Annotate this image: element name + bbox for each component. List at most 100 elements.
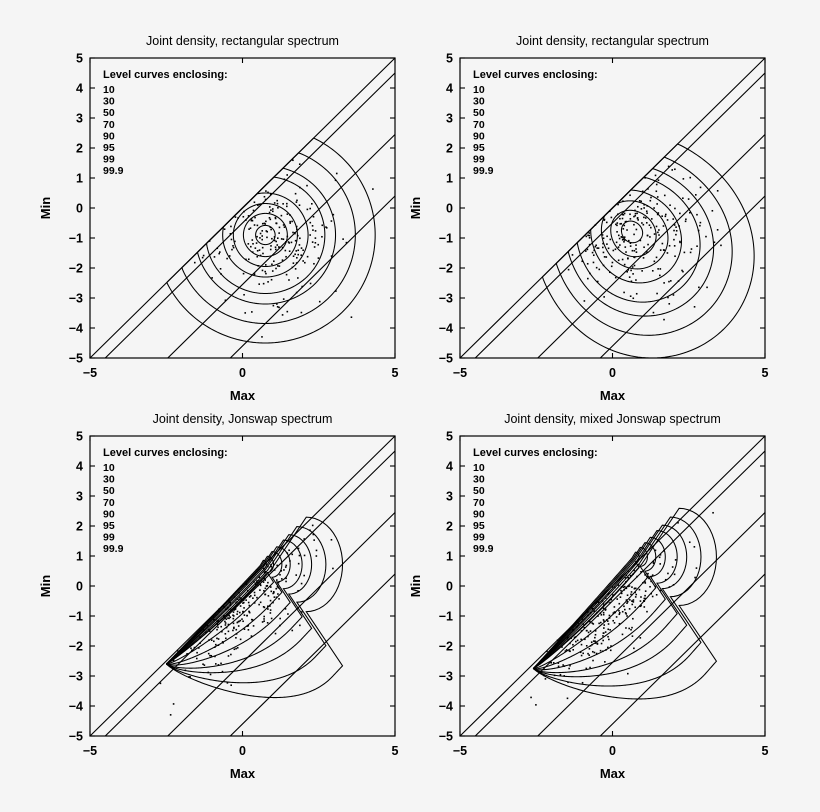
contour-level-30: [532, 546, 649, 670]
x-axis-label: Max: [600, 388, 626, 403]
y-tick-label: −5: [439, 730, 453, 744]
diagonal-reference-line-3: [536, 134, 765, 358]
legend-level-95: 95: [103, 142, 115, 154]
y-axis-label: Min: [38, 197, 53, 219]
legend-level-99: 99: [103, 154, 115, 166]
contour-level-99: [532, 516, 702, 687]
y-tick-label: 0: [76, 202, 83, 216]
y-tick-label: 5: [76, 430, 83, 444]
x-tick-label: 0: [609, 366, 616, 380]
legend-level-50: 50: [473, 485, 485, 497]
legend-level-30: 30: [473, 96, 485, 108]
plot-area-1: −5 −4 −3 −2 −1 0 1 2 3 4 5 −5 0 5 Max Min Level curves e…: [38, 52, 399, 403]
y-tick-label: −4: [439, 322, 453, 336]
diagonal-reference-line-4: [599, 573, 765, 736]
y-tick-label: −2: [69, 262, 83, 276]
legend-level-99.9: 99.9: [473, 543, 494, 555]
x-tick-label: −5: [453, 366, 467, 380]
diagonal-reference-line-3: [166, 512, 395, 736]
y-tick-label: 2: [76, 520, 83, 534]
x-tick-label: 5: [762, 744, 769, 758]
contour-level-99: [555, 156, 733, 336]
legend-level-90: 90: [103, 508, 115, 520]
y-tick-label: −2: [69, 640, 83, 654]
x-tick-label: −5: [83, 366, 97, 380]
y-tick-label: 2: [446, 142, 453, 156]
contour-level-50: [532, 542, 657, 670]
legend-level-99.9: 99.9: [473, 165, 494, 177]
y-tick-label: −5: [69, 352, 83, 366]
x-tick-label: 5: [392, 744, 399, 758]
legend-level-95: 95: [473, 142, 485, 154]
contour-level-99.9: [532, 507, 718, 700]
y-tick-label: 1: [76, 550, 83, 564]
x-axis-label: Max: [600, 766, 626, 781]
y-tick-label: 2: [446, 520, 453, 534]
diagonal-reference-line-4: [229, 573, 395, 736]
y-tick-label: 1: [446, 550, 453, 564]
contour-group: [541, 143, 755, 358]
y-tick-label: 0: [76, 580, 83, 594]
scatter-points: [530, 511, 714, 706]
y-tick-label: 1: [446, 172, 453, 186]
plot-area-2: −5 −4 −3 −2 −1 0 1 2 3 4 5 −5 0 5 Max Min Level curves e…: [408, 52, 769, 403]
y-tick-label: −1: [439, 232, 453, 246]
contour-level-95: [196, 167, 337, 305]
legend-level-70: 70: [473, 497, 485, 509]
diagonal-reference-line-4: [229, 195, 395, 358]
contour-group: [165, 516, 344, 699]
legend-level-99.9: 99.9: [103, 543, 124, 555]
legend-heading: Level curves enclosing:: [473, 447, 598, 459]
x-tick-label: −5: [83, 744, 97, 758]
panel-title: Joint density, rectangular spectrum: [516, 34, 709, 48]
legend-level-70: 70: [103, 497, 115, 509]
contour-level-90: [205, 176, 326, 295]
legend-heading: Level curves enclosing:: [103, 447, 228, 459]
contour-level-99.9: [541, 143, 755, 358]
y-tick-label: 0: [446, 580, 453, 594]
legend-level-30: 30: [473, 474, 485, 486]
x-axis-label: Max: [230, 388, 256, 403]
legend-level-10: 10: [473, 462, 485, 474]
y-tick-label: 3: [76, 490, 83, 504]
y-tick-label: 2: [76, 142, 83, 156]
y-tick-label: 3: [446, 112, 453, 126]
y-tick-label: −4: [439, 700, 453, 714]
diagonal-reference-line-2: [474, 450, 765, 736]
legend-level-90: 90: [473, 130, 485, 142]
scatter-points: [567, 165, 722, 321]
scatter-points: [159, 524, 334, 716]
y-tick-label: −3: [69, 292, 83, 306]
contour-level-30: [242, 212, 288, 258]
y-axis-label: Min: [38, 575, 53, 597]
legend-level-10: 10: [103, 84, 115, 96]
y-tick-label: −1: [439, 610, 453, 624]
contour-level-95: [567, 168, 715, 317]
y-tick-label: −3: [439, 670, 453, 684]
contour-level-99.9: [166, 137, 376, 344]
y-tick-label: −1: [69, 232, 83, 246]
y-tick-label: −2: [439, 640, 453, 654]
legend-level-90: 90: [103, 130, 115, 142]
y-tick-label: 4: [76, 82, 83, 96]
legend-level-99.9: 99.9: [103, 165, 124, 177]
legend-level-70: 70: [103, 119, 115, 131]
y-tick-label: 4: [76, 460, 83, 474]
y-tick-label: 3: [446, 490, 453, 504]
y-tick-label: 4: [446, 460, 453, 474]
plot-area-4: −5 −4 −3 −2 −1 0 1 2 3 4 5 −5 0 5 Max Min Level curves e…: [408, 430, 769, 781]
legend-level-30: 30: [103, 96, 115, 108]
y-tick-label: −2: [439, 262, 453, 276]
legend-level-30: 30: [103, 474, 115, 486]
legend-level-10: 10: [473, 84, 485, 96]
legend-level-90: 90: [473, 508, 485, 520]
diagonal-reference-line-2: [474, 72, 765, 358]
legend-level-95: 95: [473, 520, 485, 532]
y-tick-label: −3: [69, 670, 83, 684]
y-tick-label: −1: [69, 610, 83, 624]
y-tick-label: −4: [69, 322, 83, 336]
contour-level-99.9: [165, 516, 344, 699]
legend-level-70: 70: [473, 119, 485, 131]
y-tick-label: −3: [439, 292, 453, 306]
